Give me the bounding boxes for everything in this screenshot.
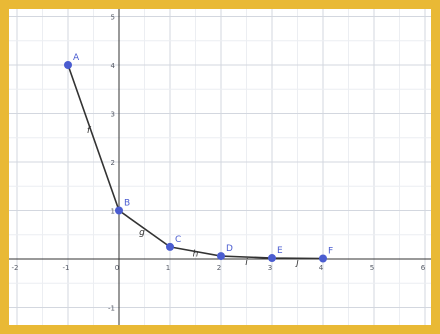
segment-label-f: f [87, 126, 92, 136]
x-tick-label: 6 [421, 264, 426, 272]
point-label-b: B [124, 199, 130, 209]
x-tick-label: 0 [115, 264, 119, 272]
y-tick-label: 5 [111, 14, 115, 22]
y-tick-label: -1 [108, 305, 115, 313]
y-tick-label: 2 [111, 159, 115, 167]
x-tick-label: -2 [12, 264, 19, 272]
data-point-b[interactable] [115, 206, 123, 215]
y-tick-label: 4 [111, 62, 116, 70]
segment-label-j: j [294, 258, 299, 268]
point-label-d: D [226, 244, 233, 254]
point-label-a: A [73, 53, 80, 63]
data-point-a[interactable] [64, 61, 72, 69]
chart-canvas: -2 -1 0 1 2 3 4 5 6 -1 1 2 3 4 5 f g h i j A B C D E F [9, 9, 431, 325]
segment-label-h: h [193, 250, 199, 260]
data-point-c[interactable] [166, 242, 174, 251]
x-tick-label: 5 [370, 264, 374, 272]
data-point-e[interactable] [268, 254, 276, 263]
data-point-d[interactable] [217, 252, 225, 261]
x-tick-label: 1 [166, 264, 170, 272]
segment-labels: f g h i j [87, 126, 299, 268]
y-tick-label: 3 [111, 111, 115, 119]
segment-label-g: g [139, 228, 145, 238]
x-tick-label: 2 [217, 264, 221, 272]
series-line-layer [67, 64, 324, 260]
tick-labels: -2 -1 0 1 2 3 4 5 6 -1 1 2 3 4 5 [12, 14, 426, 313]
series-line [67, 64, 324, 260]
point-label-f: F [328, 247, 333, 257]
grid-layer [9, 9, 431, 325]
x-tick-label: -1 [63, 264, 70, 272]
segment-label-i: i [245, 258, 248, 268]
point-label-e: E [277, 246, 283, 256]
data-point-f[interactable] [319, 254, 327, 263]
point-label-c: C [175, 235, 181, 245]
x-tick-label: 3 [268, 264, 272, 272]
y-tick-label: 1 [111, 208, 115, 216]
x-tick-label: 4 [319, 264, 324, 272]
data-points [64, 61, 327, 263]
point-labels: A B C D E F [73, 53, 333, 257]
